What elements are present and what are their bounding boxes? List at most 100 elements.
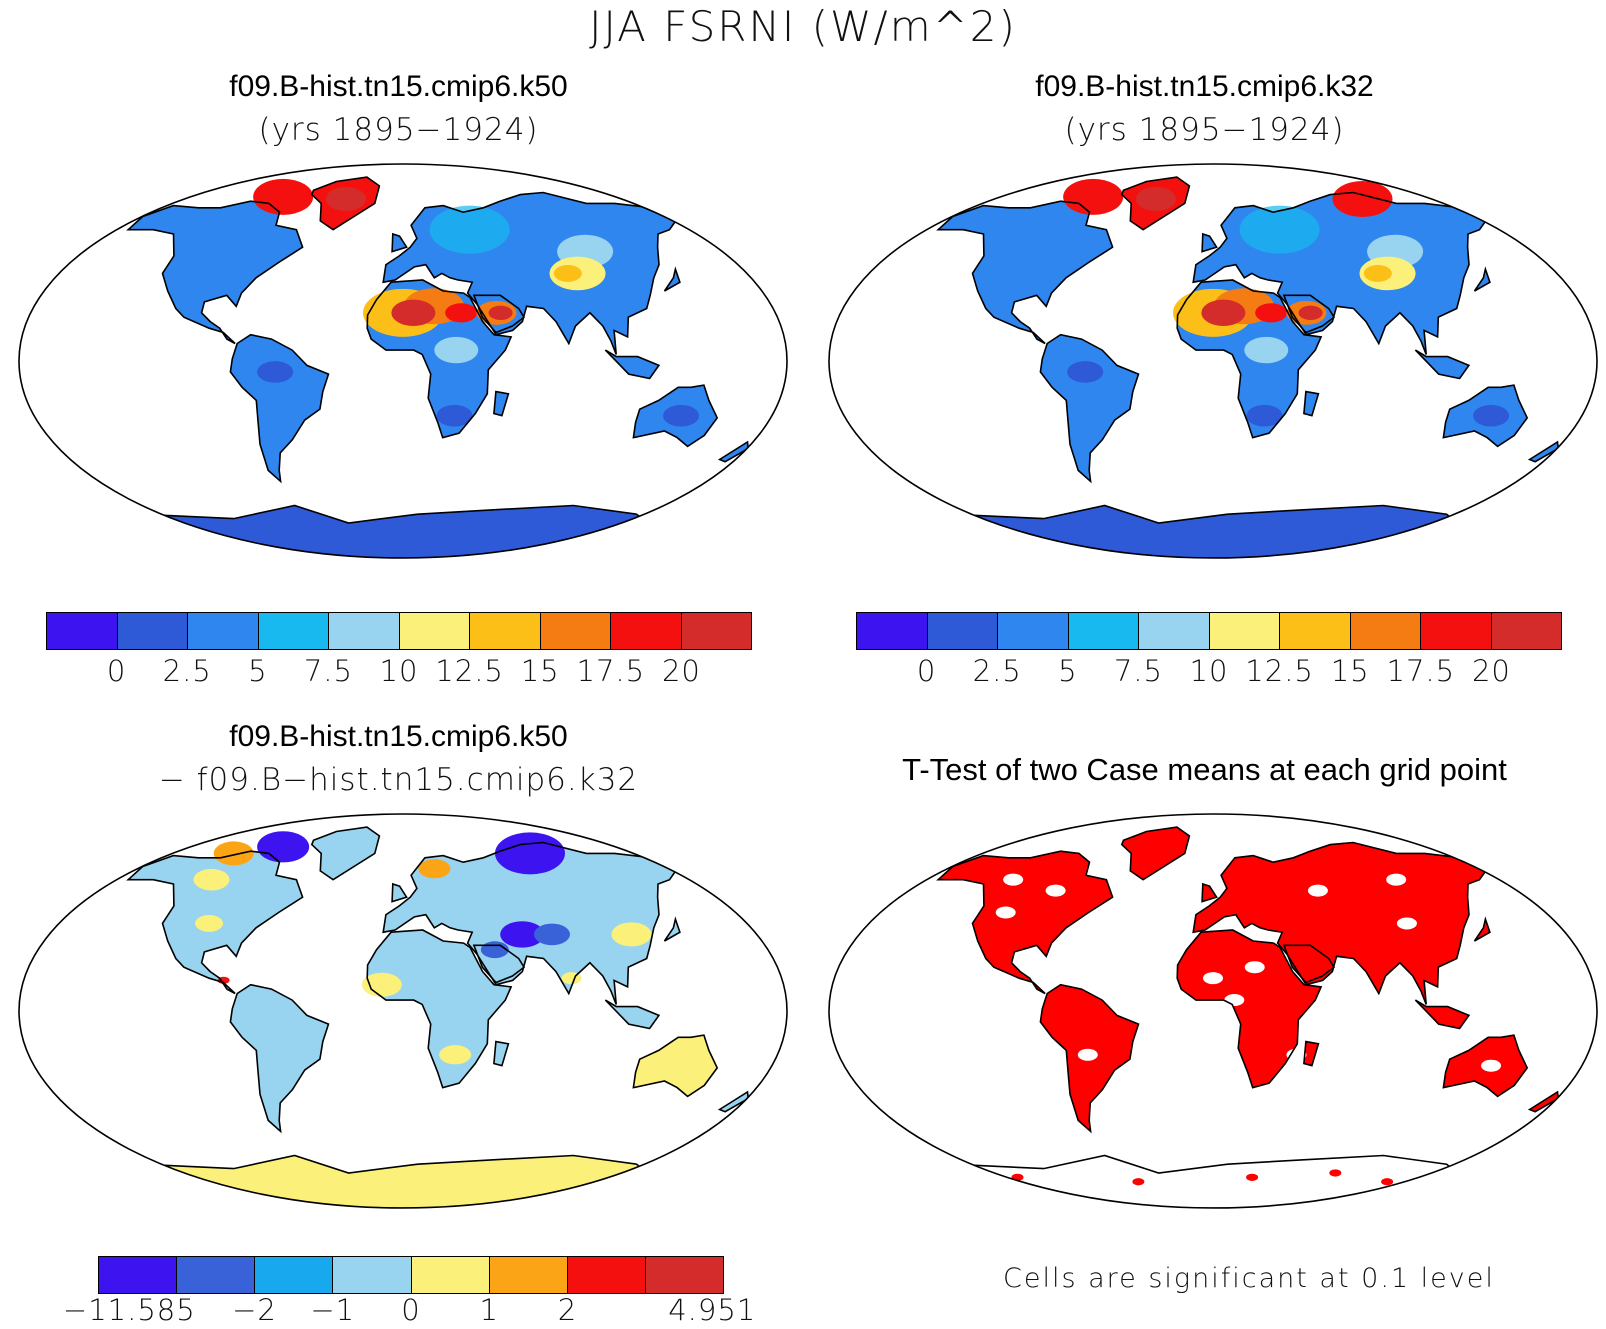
field-patch (495, 832, 565, 874)
field-patch (439, 1045, 471, 1064)
field-patch (1397, 917, 1417, 929)
field-patch (1003, 874, 1023, 886)
field-patch (1240, 206, 1320, 254)
colorbar-k50-swatch (400, 613, 471, 649)
colorbar-k32-swatch (1210, 613, 1281, 649)
colorbar-diff-swatch (255, 1257, 333, 1293)
colorbar-k32-swatch (1280, 613, 1351, 649)
colorbar-k50-swatch (470, 613, 541, 649)
map-ttest (820, 808, 1606, 1214)
field-patch (1203, 972, 1223, 984)
colorbar-k50-tick-label: 0 (107, 654, 126, 688)
colorbar-k50-swatch (47, 613, 118, 649)
colorbar-diff-swatch (490, 1257, 568, 1293)
field-patch (257, 361, 293, 383)
panel-diff-title: f09.B-hist.tn15.cmip6.k50 (0, 720, 797, 754)
colorbar-k32-swatch (1069, 613, 1140, 649)
field-patch (489, 306, 513, 320)
colorbar-diff-tick-label: −2 (232, 1293, 277, 1327)
colorbar-diff-tick-label: −11.585 (63, 1293, 196, 1327)
panel-k32-title: f09.B-hist.tn15.cmip6.k32 (803, 70, 1606, 104)
field-patch (1063, 179, 1123, 215)
field-patch (253, 179, 313, 215)
field-patch (1332, 181, 1392, 217)
colorbar-k50-swatch (329, 613, 400, 649)
field-patch (391, 300, 435, 326)
field-patch (1286, 1049, 1306, 1061)
panel-diff-subtitle: − f09.B−hist.tn15.cmip6.k32 (0, 762, 797, 798)
colorbar-k50-tick-label: 15 (521, 654, 560, 688)
colorbar-k32-tick-label: 15 (1331, 654, 1370, 688)
field-patch (611, 922, 651, 946)
field-patch (554, 265, 582, 282)
field-patch (1245, 961, 1265, 973)
figure-title: JJA FSRNI (W/m^2) (0, 2, 1606, 51)
colorbar-diff-swatch (177, 1257, 255, 1293)
panel-k32-subtitle: (yrs 1895−1924) (803, 112, 1606, 148)
field-patch (534, 924, 570, 946)
colorbar-k32-tick-label: 0 (917, 654, 936, 688)
field-patch (1299, 306, 1323, 320)
colorbar-diff-swatch (412, 1257, 490, 1293)
field-patch (1481, 1060, 1501, 1072)
map-k50 (10, 158, 796, 564)
colorbar-k32-swatch (998, 613, 1069, 649)
field-patch (996, 907, 1016, 919)
colorbar-diff-tick-label: −1 (310, 1293, 355, 1327)
field-patch (1386, 874, 1406, 886)
colorbar-diff-swatch (99, 1257, 177, 1293)
colorbar-k32-swatch (1351, 613, 1422, 649)
colorbar-k50-tick-label: 5 (248, 654, 267, 688)
ttest-note: Cells are significant at 0.1 level (1003, 1263, 1495, 1294)
field-patch (1132, 1178, 1144, 1185)
colorbar-diff-swatch (568, 1257, 646, 1293)
field-patch (193, 869, 229, 891)
map-diff (10, 808, 796, 1214)
field-patch (1364, 265, 1392, 282)
colorbar-k32-tick-label: 20 (1472, 654, 1511, 688)
field-patch (663, 405, 699, 427)
field-patch (257, 831, 309, 862)
colorbar-diff-swatch (646, 1257, 723, 1293)
colorbar-k50-tick-label: 10 (380, 654, 419, 688)
colorbar-k32-tick-label: 5 (1058, 654, 1077, 688)
colorbar-diff-tick-label: 4.951 (668, 1293, 756, 1327)
colorbar-k32-swatch (1492, 613, 1562, 649)
map-k32 (820, 158, 1606, 564)
panel-k50-subtitle: (yrs 1895−1924) (0, 112, 797, 148)
field-patch (1201, 300, 1245, 326)
field-patch (434, 337, 478, 363)
colorbar-k32-tick-label: 10 (1190, 654, 1229, 688)
colorbar-k32-swatch (1421, 613, 1492, 649)
colorbar-k50-swatch (259, 613, 330, 649)
colorbar-diff-swatch (333, 1257, 411, 1293)
field-patch (214, 841, 254, 865)
colorbar-k50-swatch (118, 613, 189, 649)
field-patch (1046, 885, 1066, 897)
field-patch (1136, 187, 1176, 211)
field-patch (445, 303, 477, 322)
colorbar-k50-swatch (682, 613, 752, 649)
colorbar-diff-tick-label: 2 (558, 1293, 577, 1327)
colorbar-k32-tick-label: 12.5 (1245, 654, 1314, 688)
colorbar-k32-tick-label: 17.5 (1387, 654, 1456, 688)
field-patch (1329, 1169, 1341, 1176)
field-patch (481, 941, 509, 958)
field-patch (1473, 405, 1509, 427)
colorbar-k50 (46, 612, 752, 650)
colorbar-k50-tick-label: 2.5 (163, 654, 212, 688)
field-patch (326, 187, 366, 211)
colorbar-k50-swatch (541, 613, 612, 649)
colorbar-k32-tick-label: 7.5 (1114, 654, 1163, 688)
colorbar-k32 (856, 612, 1562, 650)
colorbar-diff (98, 1256, 724, 1294)
panel-ttest-title: T-Test of two Case means at each grid po… (803, 752, 1606, 788)
field-patch (1308, 885, 1328, 897)
colorbar-diff-tick-label: 0 (401, 1293, 420, 1327)
colorbar-k50-tick-label: 17.5 (577, 654, 646, 688)
field-patch (1067, 361, 1103, 383)
field-patch (1244, 337, 1288, 363)
field-patch (195, 915, 223, 932)
